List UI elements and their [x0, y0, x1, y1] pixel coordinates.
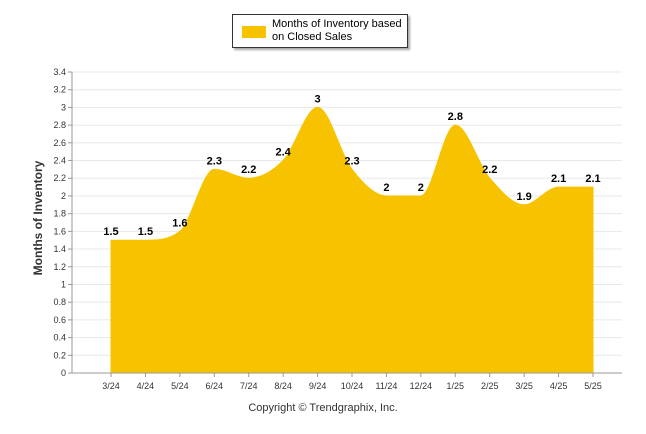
x-tick-label: 5/24: [171, 381, 189, 391]
y-tick-label: 1.6: [53, 226, 66, 236]
x-tick-label: 3/24: [102, 381, 120, 391]
y-tick-label: 0.8: [53, 297, 66, 307]
data-label: 2: [418, 182, 424, 194]
legend: Months of Inventory based on Closed Sale…: [232, 14, 408, 48]
data-label: 2.3: [344, 155, 359, 167]
data-label: 2.2: [241, 164, 256, 176]
y-tick-label: 1.8: [53, 209, 66, 219]
x-tick-label: 9/24: [309, 381, 327, 391]
y-tick-label: 1: [61, 279, 66, 289]
y-tick-label: 2.8: [53, 120, 66, 130]
legend-swatch: [242, 26, 266, 38]
copyright-text: Copyright © Trendgraphix, Inc.: [248, 402, 398, 414]
x-axis-ticks: 3/24 4/24 5/24 6/24 7/24 8/24 9/24 10/24 11/24 12…: [102, 373, 602, 391]
axes: [71, 72, 622, 374]
y-tick-label: 3.2: [53, 85, 66, 95]
series-area-shape: [110, 106, 594, 374]
data-label: 3: [315, 93, 321, 105]
data-labels: 1.5 1.5 1.6 2.3 2.2 2.4 3 2.3 2 2 2.8 2.2 1.9 2.1 2.1: [103, 93, 600, 238]
y-tick-label: 0: [61, 368, 66, 378]
x-tick-label: 6/24: [206, 381, 224, 391]
y-axis-ticks: 0 0.2 0.4 0.6 0.8 1 1.2 1.4 1.6 1.8 2 2.2 2.4 2.6 2.8 3…: [53, 67, 72, 378]
y-tick-label: 2.6: [53, 138, 66, 148]
x-tick-label: 7/24: [240, 381, 258, 391]
data-label: 1.6: [172, 217, 187, 229]
x-tick-label: 8/24: [274, 381, 292, 391]
y-tick-label: 0.6: [53, 315, 66, 325]
y-tick-label: 3.4: [53, 67, 66, 77]
data-label: 2.3: [207, 155, 222, 167]
y-tick-label: 2.4: [53, 156, 66, 166]
y-tick-label: 1.4: [53, 244, 66, 254]
y-tick-label: 2.2: [53, 173, 66, 183]
y-axis-label: Months of Inventory: [31, 160, 45, 275]
x-tick-label: 11/24: [376, 381, 398, 391]
data-label: 2: [383, 182, 389, 194]
data-label: 2.1: [551, 173, 566, 185]
y-tick-label: 0.2: [53, 350, 66, 360]
data-label: 2.4: [276, 147, 292, 159]
series-area: [110, 106, 594, 374]
x-tick-label: 10/24: [341, 381, 364, 391]
x-tick-label: 4/24: [137, 381, 155, 391]
y-tick-label: 1.2: [53, 262, 66, 272]
x-tick-label: 4/25: [550, 381, 568, 391]
x-tick-label: 2/25: [481, 381, 499, 391]
y-tick-label: 3: [61, 102, 66, 112]
data-label: 1.9: [517, 191, 532, 203]
data-label: 2.2: [482, 164, 497, 176]
data-label: 1.5: [138, 226, 153, 238]
data-label: 2.1: [585, 173, 600, 185]
y-tick-label: 0.4: [53, 333, 66, 343]
x-tick-label: 1/25: [447, 381, 465, 391]
legend-label: Months of Inventory based on Closed Sale…: [272, 18, 402, 43]
x-tick-label: 12/24: [410, 381, 433, 391]
x-tick-label: 5/25: [584, 381, 602, 391]
y-tick-label: 2: [61, 191, 66, 201]
data-label: 2.8: [448, 111, 463, 123]
x-tick-label: 3/25: [515, 381, 533, 391]
data-label: 1.5: [103, 226, 118, 238]
